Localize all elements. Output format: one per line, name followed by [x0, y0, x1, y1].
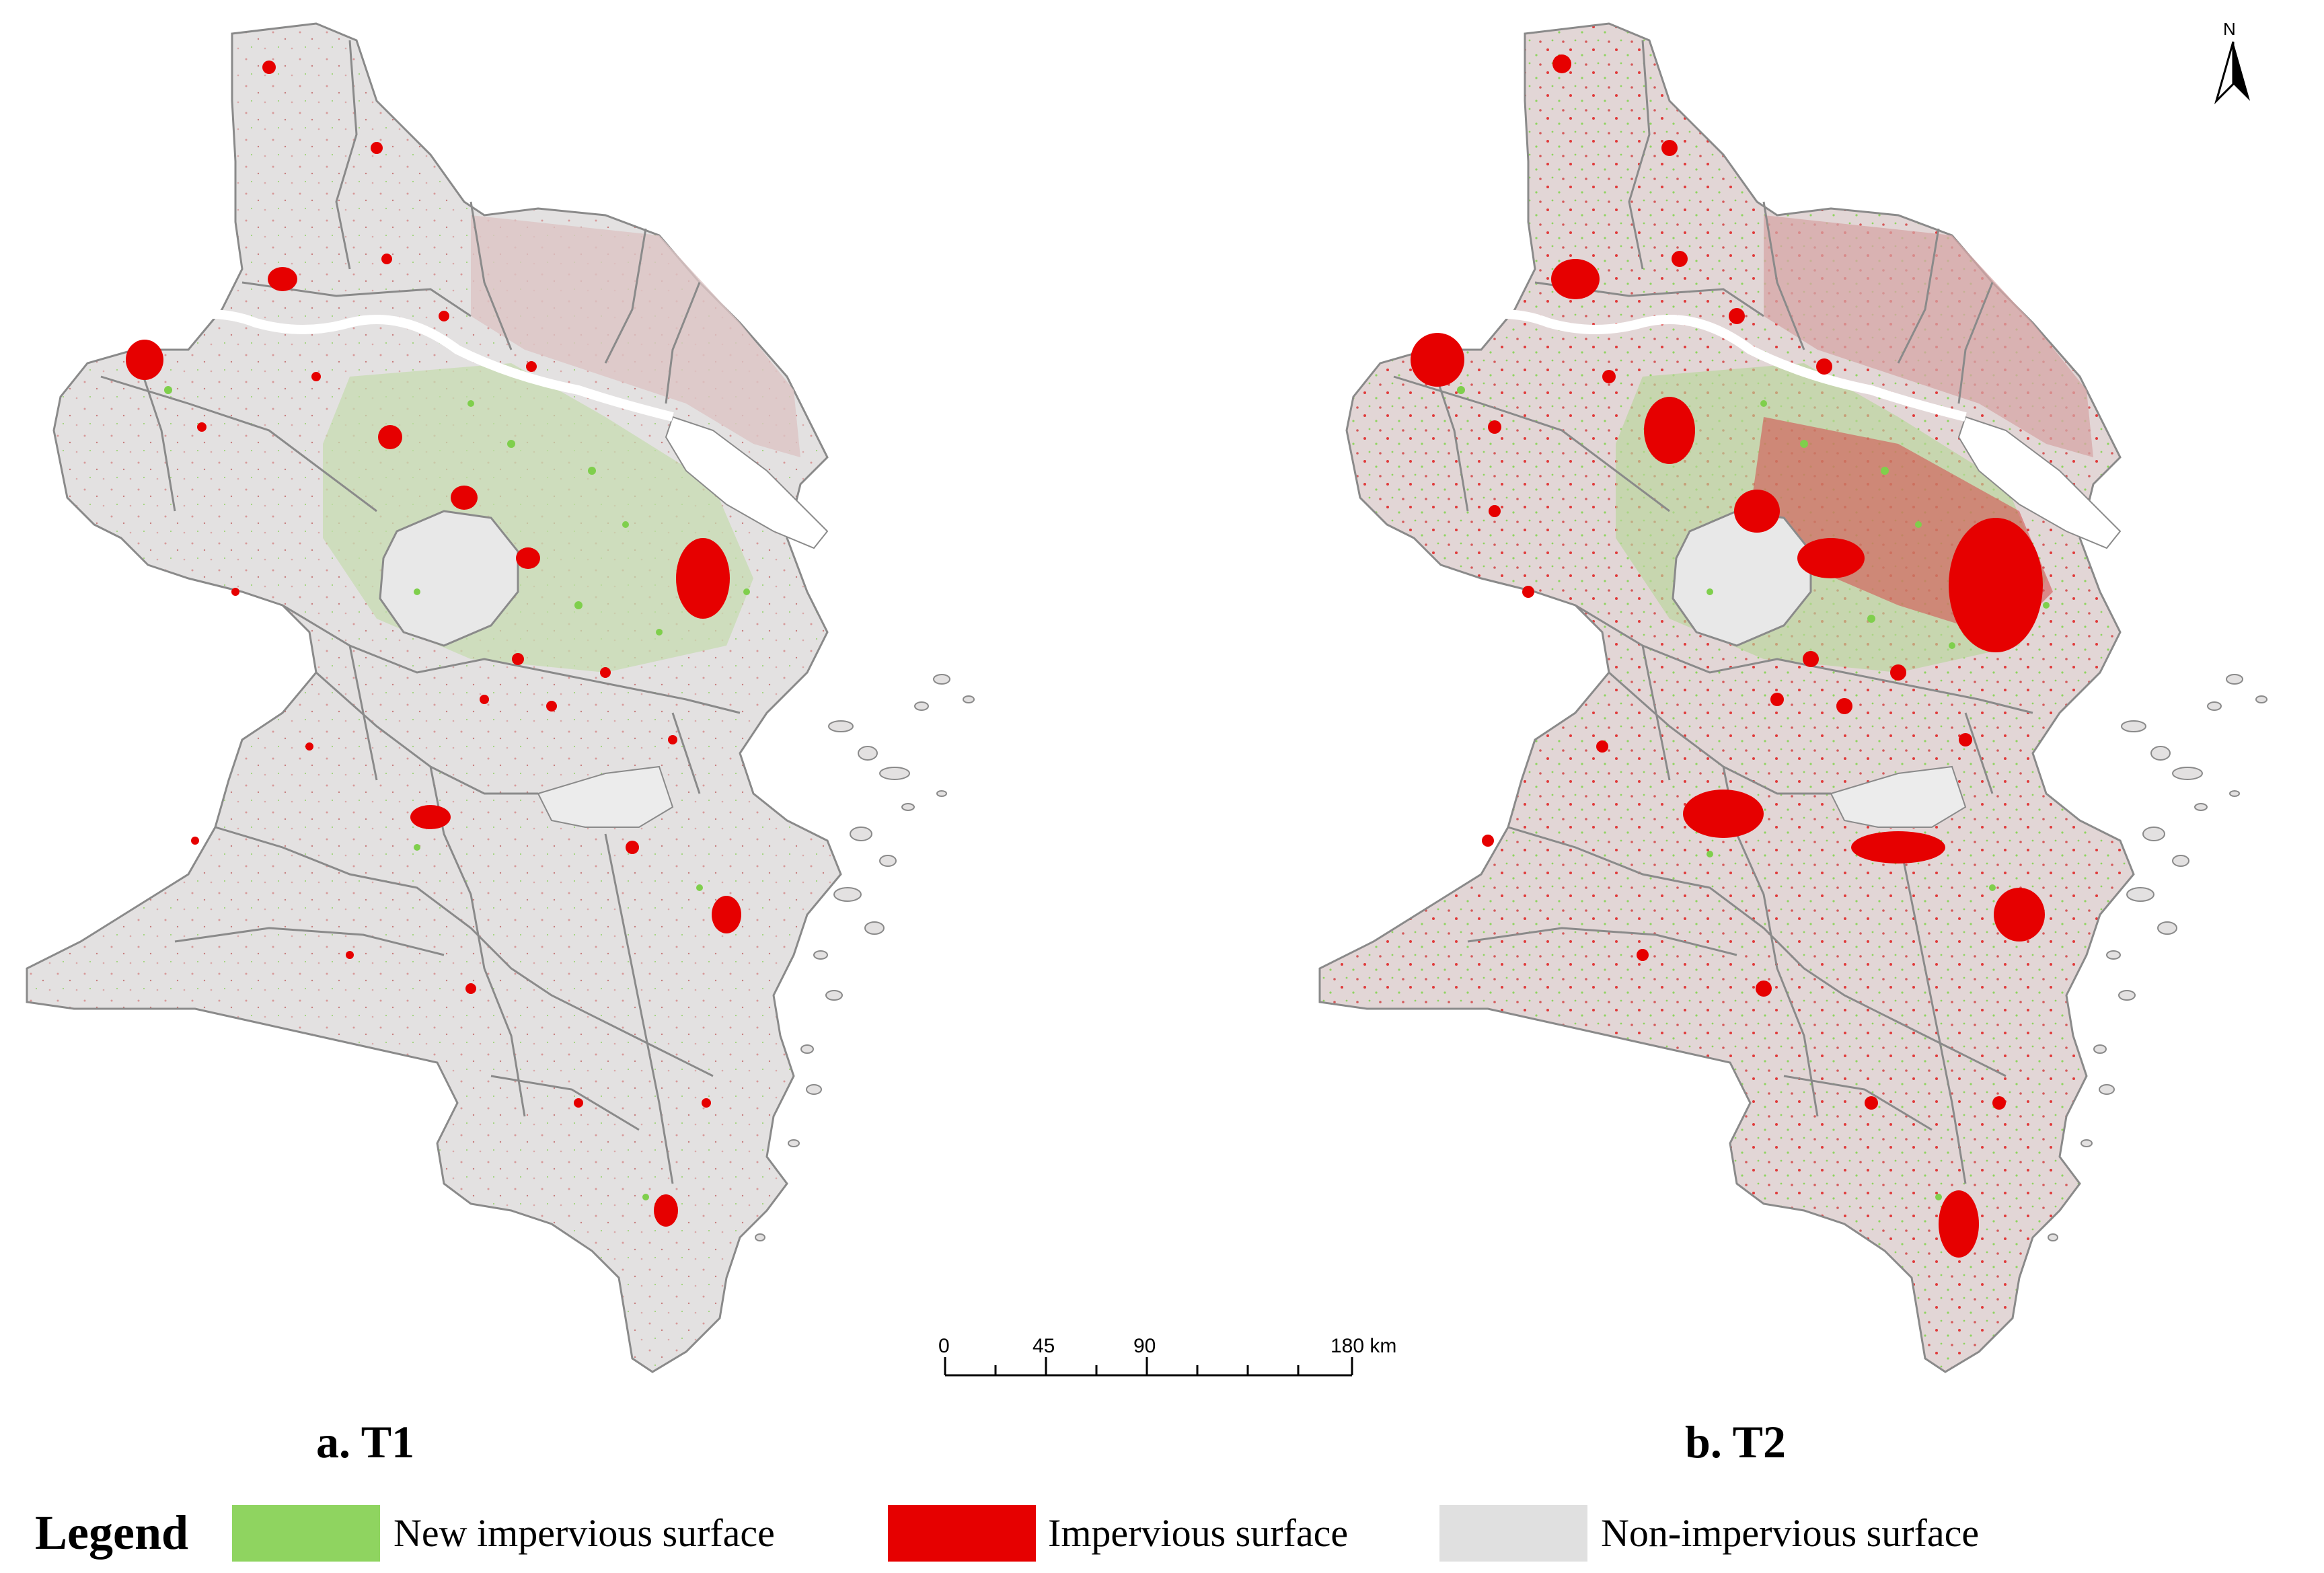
north-arrow-icon [2214, 41, 2250, 105]
scale-tick-180-km: 180 km [1330, 1335, 1397, 1357]
legend-swatch-impervious [888, 1505, 1036, 1562]
map-t1 [26, 22, 975, 1373]
legend-title: Legend [35, 1506, 189, 1560]
north-label: N [2223, 19, 2236, 39]
legend-swatch-new-impervious [232, 1505, 380, 1562]
map-t2 [1318, 22, 2267, 1373]
panel-label-t1: a. T1 [316, 1416, 415, 1467]
scale-tick-90: 90 [1133, 1335, 1156, 1357]
legend-label-new-impervious: New impervious surface [393, 1511, 775, 1555]
scale-bar [944, 1357, 1353, 1377]
legend-label-impervious: Impervious surface [1048, 1511, 1349, 1555]
legend-label-non-impervious: Non-impervious surface [1601, 1511, 1980, 1555]
panel-label-t2: b. T2 [1685, 1416, 1786, 1467]
scale-tick-0: 0 [938, 1335, 950, 1357]
legend-swatch-non-impervious [1439, 1505, 1587, 1562]
scale-tick-45: 45 [1033, 1335, 1055, 1357]
